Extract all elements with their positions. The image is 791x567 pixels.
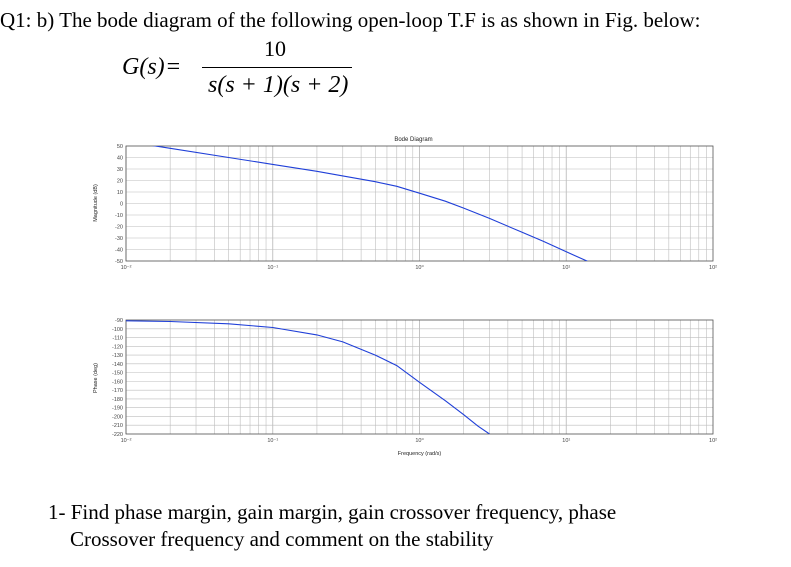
- y-tick-label: -210: [112, 423, 123, 429]
- y-tick-label: -100: [112, 327, 123, 333]
- x-tick-label: 10²: [709, 438, 717, 444]
- y-tick-label: 50: [117, 144, 123, 150]
- plot-panel-1: [125, 145, 714, 262]
- axes-frame: [125, 145, 714, 262]
- question-line-2: Crossover frequency and comment on the s…: [70, 527, 494, 551]
- y-tick-label: -160: [112, 379, 123, 385]
- x-tick-label: 10⁰: [415, 264, 424, 271]
- chart-title: Bode Diagram: [394, 137, 432, 143]
- transfer-function: G(s)= 10 s(s + 1)(s + 2): [122, 36, 362, 106]
- formula-denominator: s(s + 1)(s + 2): [208, 72, 349, 98]
- x-tick-label: 10⁻¹: [267, 438, 278, 444]
- question-text: 1- Find phase margin, gain margin, gain …: [48, 499, 616, 553]
- x-tick-label: 10⁰: [415, 437, 424, 444]
- x-tick-label: 10¹: [562, 265, 570, 271]
- x-tick-label: 10¹: [562, 438, 570, 444]
- formula-g-of-s: G(s): [122, 54, 165, 80]
- y-tick-label: -90: [115, 318, 123, 324]
- y-tick-label: -30: [115, 236, 123, 242]
- y-tick-label: 30: [117, 167, 123, 173]
- x-tick-label: 10⁻²: [121, 265, 132, 271]
- y-tick-label: -140: [112, 362, 123, 368]
- x-axis-label: Frequency (rad/s): [398, 451, 442, 457]
- y-tick-label: -170: [112, 388, 123, 394]
- magnitude-curve: [151, 146, 589, 261]
- fraction-bar: [202, 67, 352, 68]
- formula-equals: =: [166, 54, 181, 80]
- plot-panel-2: [125, 319, 714, 435]
- y-tick-label: -120: [112, 344, 123, 350]
- y-tick-label: -10: [115, 213, 123, 219]
- y-tick-label: -110: [112, 336, 123, 342]
- y-tick-label: 10: [117, 190, 123, 196]
- y-tick-label: -180: [112, 397, 123, 403]
- x-tick-label: 10⁻²: [121, 438, 132, 444]
- x-tick-label: 10²: [709, 265, 717, 271]
- y-tick-label: -220: [112, 432, 123, 438]
- x-tick-label: 10⁻¹: [267, 265, 278, 271]
- question-header: Q1: b) The bode diagram of the following…: [0, 8, 701, 32]
- question-line-1: 1- Find phase margin, gain margin, gain …: [48, 500, 617, 524]
- y-tick-label: 0: [120, 202, 123, 208]
- axes-frame: [125, 319, 714, 435]
- y-tick-label: -20: [115, 225, 123, 231]
- formula-lhs: G(s)=: [122, 54, 180, 81]
- y-axis-label: Phase (deg): [93, 363, 99, 393]
- y-tick-label: -40: [115, 248, 123, 254]
- y-tick-label: 20: [117, 179, 123, 185]
- y-tick-label: -130: [112, 353, 123, 359]
- y-axis-label: Magnitude (dB): [93, 184, 99, 222]
- phase-curve: [126, 320, 490, 434]
- y-tick-label: -200: [112, 414, 123, 420]
- y-tick-label: -190: [112, 406, 123, 412]
- y-tick-label: -150: [112, 371, 123, 377]
- y-tick-label: 40: [117, 156, 123, 162]
- y-tick-label: -50: [115, 259, 123, 265]
- formula-numerator: 10: [264, 36, 286, 61]
